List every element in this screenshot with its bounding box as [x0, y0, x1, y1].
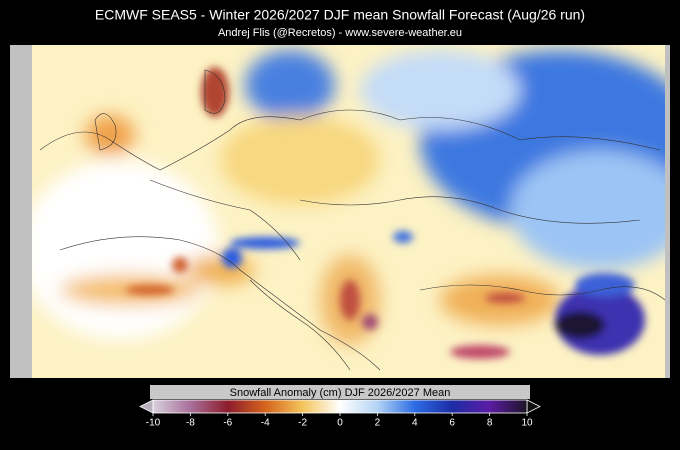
colorbar-tick-label: -10 — [146, 418, 161, 429]
colorbar — [152, 399, 528, 414]
subtitle: Andrej Flis (@Recretos) - www.severe-wea… — [218, 27, 462, 39]
colorbar-tick-label: 4 — [412, 418, 418, 429]
map — [10, 45, 670, 378]
colorbar-label-box — [150, 385, 530, 399]
colorbar-tick-label: 2 — [375, 418, 381, 429]
colorbar-tick-label: 0 — [337, 418, 343, 429]
colorbar-tick-label: -8 — [186, 418, 195, 429]
colorbar-tick-label: 6 — [449, 418, 455, 429]
colorbar-tick-label: 10 — [521, 418, 533, 429]
colorbar-tick-label: -6 — [223, 418, 232, 429]
colorbar-tick-label: 8 — [487, 418, 493, 429]
colorbar-tick-label: -2 — [298, 418, 307, 429]
colorbar-tick-label: -4 — [261, 418, 270, 429]
colorbar-label: Snowfall Anomaly (cm) DJF 2026/2027 Mean — [230, 387, 451, 399]
title: ECMWF SEAS5 - Winter 2026/2027 DJF mean … — [95, 7, 585, 23]
